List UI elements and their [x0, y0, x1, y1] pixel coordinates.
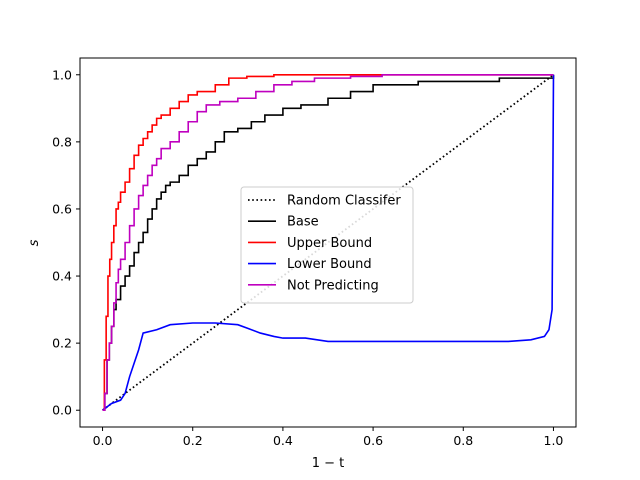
x-tick-label: 0.6: [363, 433, 383, 448]
series-line-not-predicting: [102, 73, 554, 412]
x-tick-label: 1.0: [544, 433, 564, 448]
y-tick-label: 0.8: [52, 134, 72, 149]
legend-label: Base: [287, 215, 319, 230]
y-tick-label: 0.4: [52, 269, 72, 284]
x-tick-label: 0.8: [453, 433, 473, 448]
legend-label: Lower Bound: [287, 257, 372, 272]
x-tick-label: 0.2: [183, 433, 203, 448]
axes-layer: 0.0 0.2 0.4 0.6 0.8 1.0 0.0 0.2 0.4 0.6 0.8 1.0: [52, 67, 563, 448]
series-line-lower-bound: [102, 74, 555, 411]
series-line-random-classifer: [102, 74, 554, 411]
series-layer: [102, 73, 555, 412]
y-tick-label: 0.2: [52, 336, 72, 351]
y-axis-label: s: [27, 239, 42, 246]
x-tick-label: 0.0: [93, 433, 113, 448]
legend-label: Random Classifer: [287, 194, 401, 209]
y-tick-label: 0.6: [52, 201, 72, 216]
plot-frame: [79, 57, 577, 428]
x-tick-label: 0.4: [273, 433, 293, 448]
legend-box: [240, 186, 414, 304]
series-line-upper-bound: [102, 73, 554, 412]
legend: Random Classifer Base Upper Bound Lower Bou…: [240, 186, 414, 304]
legend-label: Upper Bound: [287, 236, 372, 251]
x-axis-label: 1 − t: [312, 456, 345, 471]
y-tick-label: 0.0: [52, 403, 72, 418]
legend-label: Not Predicting: [287, 278, 379, 293]
y-tick-label: 1.0: [52, 67, 72, 82]
